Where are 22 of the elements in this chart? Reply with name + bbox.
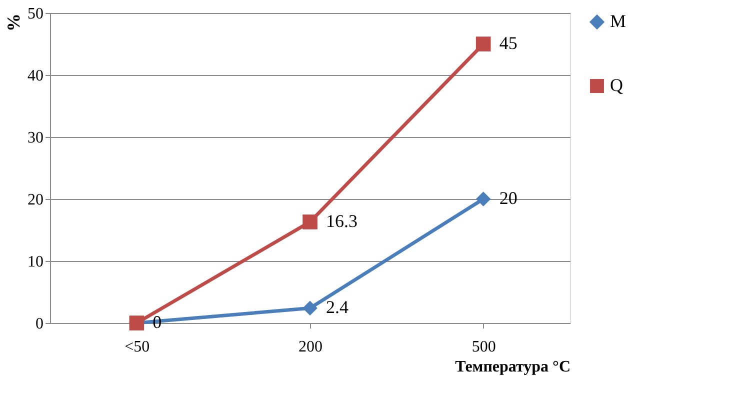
y-tick-label: 50 [28, 6, 44, 22]
data-label: 2.4 [326, 297, 348, 318]
y-axis-title: % [4, 14, 24, 32]
x-axis-title: Температура °C [455, 358, 570, 376]
point [302, 214, 318, 230]
x-tick-label: <50 [124, 338, 150, 356]
point [476, 36, 491, 52]
point [476, 192, 491, 206]
y-tick-label: 40 [28, 68, 44, 84]
legend-label: M [610, 11, 626, 31]
data-label: 20 [499, 188, 518, 208]
y-tick-label: 10 [28, 254, 44, 270]
y-tick-label: 30 [28, 130, 44, 146]
point [302, 300, 318, 316]
x-tick-label: 200 [298, 338, 322, 356]
data-label: 0 [152, 312, 162, 332]
data-label: 16.3 [326, 210, 358, 231]
data-label: 45 [499, 33, 518, 53]
legend-label: Q [610, 75, 623, 95]
y-tick-label: 20 [28, 192, 44, 208]
x-tick-label: 500 [472, 338, 496, 356]
y-tick-label: 0 [36, 316, 44, 332]
